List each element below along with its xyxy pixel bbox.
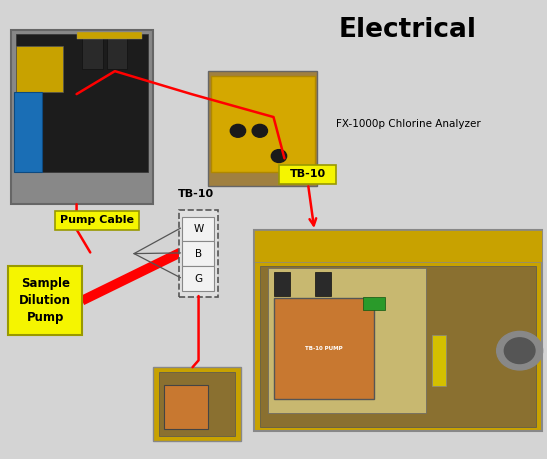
FancyBboxPatch shape — [16, 46, 63, 92]
FancyBboxPatch shape — [164, 385, 208, 429]
FancyBboxPatch shape — [182, 241, 214, 266]
FancyBboxPatch shape — [268, 268, 426, 413]
FancyBboxPatch shape — [82, 34, 103, 69]
FancyBboxPatch shape — [8, 266, 82, 335]
FancyBboxPatch shape — [432, 335, 446, 386]
FancyBboxPatch shape — [16, 34, 148, 172]
FancyBboxPatch shape — [14, 92, 42, 172]
Text: Pump Cable: Pump Cable — [60, 215, 134, 225]
FancyBboxPatch shape — [107, 34, 127, 69]
FancyBboxPatch shape — [254, 230, 542, 262]
FancyBboxPatch shape — [179, 210, 218, 297]
Text: W: W — [193, 224, 203, 234]
Text: TB-10: TB-10 — [289, 169, 326, 179]
Text: TB-10: TB-10 — [178, 189, 214, 199]
FancyBboxPatch shape — [182, 217, 214, 241]
Text: Electrical: Electrical — [339, 17, 476, 43]
Circle shape — [230, 124, 246, 137]
FancyBboxPatch shape — [279, 165, 336, 184]
FancyBboxPatch shape — [254, 230, 542, 431]
FancyBboxPatch shape — [159, 372, 235, 436]
Text: Sample
Dilution
Pump: Sample Dilution Pump — [19, 277, 71, 324]
FancyBboxPatch shape — [274, 298, 374, 399]
Circle shape — [497, 331, 543, 370]
Text: G: G — [194, 274, 202, 284]
FancyBboxPatch shape — [208, 71, 317, 186]
Circle shape — [271, 150, 287, 162]
FancyBboxPatch shape — [153, 367, 241, 441]
FancyBboxPatch shape — [260, 266, 536, 427]
FancyBboxPatch shape — [182, 266, 214, 291]
FancyBboxPatch shape — [55, 211, 139, 230]
FancyBboxPatch shape — [364, 297, 386, 310]
FancyBboxPatch shape — [315, 272, 331, 296]
FancyBboxPatch shape — [211, 76, 315, 172]
Circle shape — [504, 338, 535, 364]
Circle shape — [252, 124, 267, 137]
FancyBboxPatch shape — [77, 32, 142, 39]
FancyBboxPatch shape — [11, 30, 153, 204]
Text: TB-10 PUMP: TB-10 PUMP — [305, 347, 342, 351]
Text: B: B — [195, 249, 202, 259]
Text: FX-1000p Chlorine Analyzer: FX-1000p Chlorine Analyzer — [336, 119, 481, 129]
FancyBboxPatch shape — [274, 272, 290, 296]
